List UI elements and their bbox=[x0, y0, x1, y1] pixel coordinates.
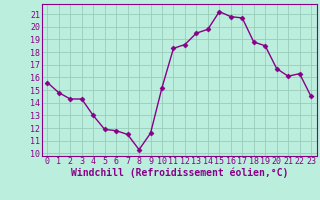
X-axis label: Windchill (Refroidissement éolien,°C): Windchill (Refroidissement éolien,°C) bbox=[70, 168, 288, 178]
